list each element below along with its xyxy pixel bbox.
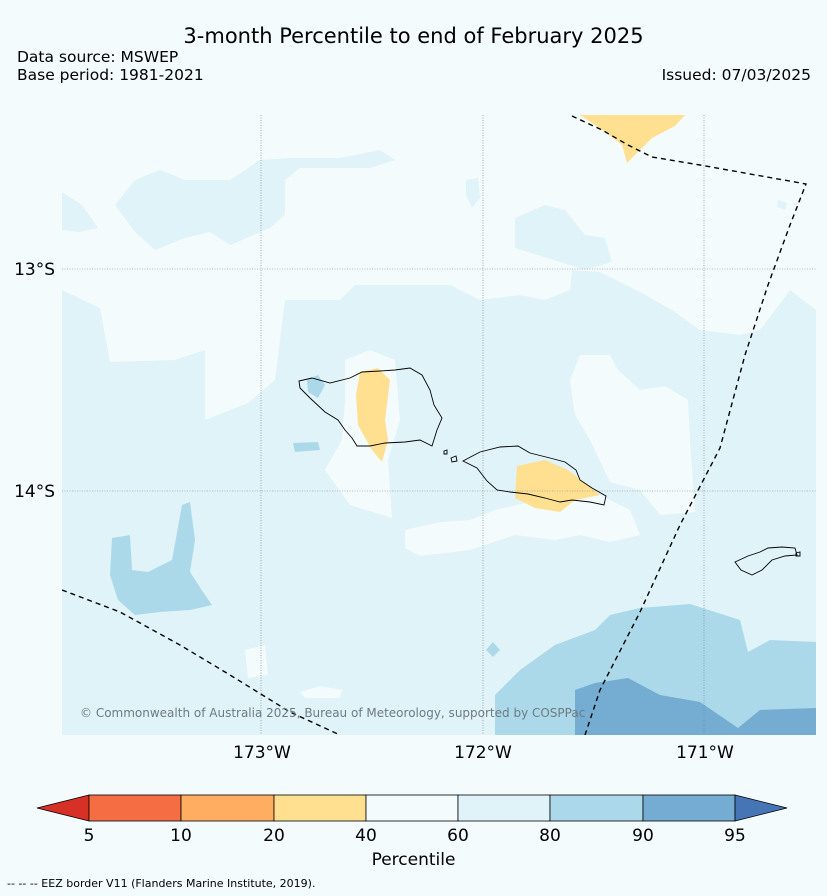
tutuila-island xyxy=(734,546,798,576)
eez-footnote: -- -- -- EEZ border V11 (Flanders Marine… xyxy=(7,877,316,890)
zone-60-80-north-islet xyxy=(466,178,480,208)
colorbar-20-40 xyxy=(273,794,367,822)
gridlines xyxy=(62,115,816,735)
zone-20-40-upolu xyxy=(515,460,600,512)
lat-label-13s: 13°S xyxy=(14,260,55,280)
zone-60-80-north xyxy=(115,150,395,250)
colorbar-tick-95: 95 xyxy=(724,826,746,846)
base-period: Base period: 1981-2021 xyxy=(17,66,204,84)
lon-label-172w: 172°W xyxy=(454,743,512,763)
zone-20-40-savaii xyxy=(356,368,390,462)
data-source-info: Data source: MSWEP Base period: 1981-202… xyxy=(17,48,204,84)
zone-80-90-small xyxy=(486,642,500,657)
zone-60-80-east xyxy=(777,200,787,210)
colorbar-tick-80: 80 xyxy=(539,826,561,846)
apolima-islet xyxy=(443,449,448,455)
colorbar-segments xyxy=(36,794,788,822)
lat-label-14s: 14°S xyxy=(14,482,55,502)
colorbar-tick-10: 10 xyxy=(170,826,192,846)
lon-label-171w: 171°W xyxy=(676,743,734,763)
zone-20-40-north xyxy=(580,115,685,163)
colorbar-40-60 xyxy=(365,794,459,822)
manono-islet xyxy=(450,455,458,463)
zone-40-60-south xyxy=(405,495,640,556)
zone-80-90-islet xyxy=(293,442,320,452)
issued-date: Issued: 07/03/2025 xyxy=(661,66,811,84)
zone-60-80-northwest xyxy=(62,192,98,232)
aunuu-islet xyxy=(795,551,801,557)
colorbar-extend-low xyxy=(36,794,90,822)
land-outlines xyxy=(298,367,801,576)
colorbar-5-10 xyxy=(88,794,182,822)
zone-40-60-east xyxy=(570,355,695,515)
savaii-island xyxy=(298,367,443,447)
colorbar-60-80 xyxy=(457,794,551,822)
zone-80-90-west xyxy=(110,502,212,615)
colorbar-label: Percentile xyxy=(371,850,456,870)
colorbar-extend-high xyxy=(734,794,788,822)
lon-label-173w: 173°W xyxy=(233,743,291,763)
page-title: 3-month Percentile to end of February 20… xyxy=(183,24,644,48)
colorbar-80-90 xyxy=(549,794,644,822)
colorbar-tick-40: 40 xyxy=(355,826,377,846)
colorbar-tick-5: 5 xyxy=(84,826,95,846)
map-area xyxy=(62,115,816,735)
eez-borders xyxy=(62,115,807,735)
zone-40-60-sw xyxy=(300,686,342,698)
zone-60-80-northeast xyxy=(515,205,612,270)
percentile-map: 13°S 14°S 173°W 172°W 171°W xyxy=(14,115,816,763)
colorbar-90-95 xyxy=(642,794,736,822)
zone-40-60-west xyxy=(245,645,268,678)
colorbar-tick-90: 90 xyxy=(632,826,654,846)
copyright-notice: © Commonwealth of Australia 2025, Bureau… xyxy=(80,706,586,720)
colorbar-10-20 xyxy=(180,794,275,822)
zone-90-95-south xyxy=(575,678,816,735)
upolu-island xyxy=(462,445,607,506)
colorbar-tick-20: 20 xyxy=(263,826,285,846)
colorbar-tick-60: 60 xyxy=(447,826,469,846)
colorbar: 5 10 20 40 60 80 90 95 xyxy=(36,794,788,846)
data-source: Data source: MSWEP xyxy=(17,48,179,66)
